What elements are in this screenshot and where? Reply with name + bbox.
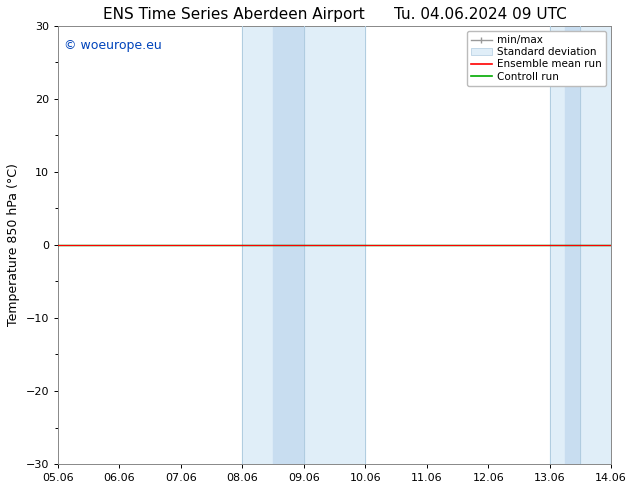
Text: © woeurope.eu: © woeurope.eu bbox=[63, 39, 161, 52]
Title: ENS Time Series Aberdeen Airport      Tu. 04.06.2024 09 UTC: ENS Time Series Aberdeen Airport Tu. 04.… bbox=[103, 7, 567, 22]
Bar bbox=[550, 26, 611, 464]
Bar bbox=[565, 26, 581, 464]
Y-axis label: Temperature 850 hPa (°C): Temperature 850 hPa (°C) bbox=[7, 164, 20, 326]
Legend: min/max, Standard deviation, Ensemble mean run, Controll run: min/max, Standard deviation, Ensemble me… bbox=[467, 31, 606, 86]
Bar bbox=[242, 26, 365, 464]
Bar bbox=[273, 26, 304, 464]
